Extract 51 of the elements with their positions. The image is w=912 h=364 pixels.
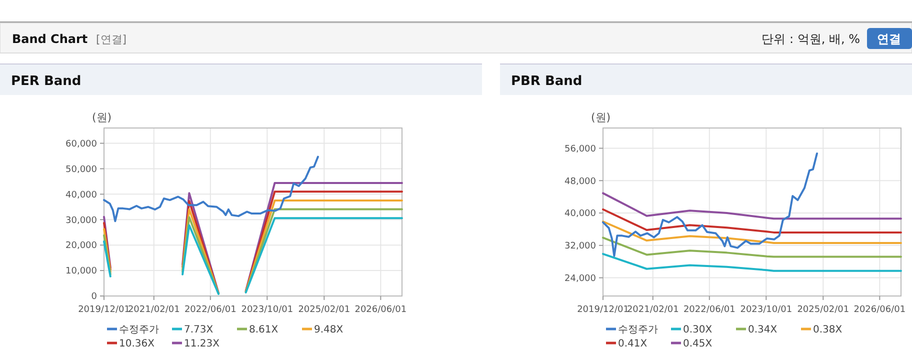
x-tick-label: 2025/02/01 [298,305,350,315]
legend-label: 0.45X [683,338,712,350]
x-tick-label: 2023/10/01 [740,305,792,315]
y-tick-label: 40,000 [66,190,98,200]
y-tick-label: 50,000 [66,164,98,175]
line-series [602,192,902,220]
y-tick-label: 24,000 [564,274,596,284]
y-tick-label: 60,000 [66,139,98,150]
y-tick-label: 40,000 [564,209,596,220]
x-tick-label: 2025/02/01 [797,305,850,315]
text: 단위 : 억원, 배, % [762,32,860,46]
chart-title: PER Band [11,74,82,89]
x-tick-label: 2019/12/01 [577,305,629,315]
y-tick-label: 10,000 [66,266,98,277]
x-tick-label: 2022/06/01 [184,305,236,315]
x-tick-label: 2026/06/01 [854,305,906,315]
text: [연결] [96,33,127,46]
x-tick-label: 2021/02/01 [128,305,180,315]
legend-label: 8.61X [249,324,278,336]
x-tick-label: 2019/12/01 [78,305,130,315]
legend-label: 11.23X [184,338,220,350]
legend-label: 10.36X [119,338,155,350]
y-tick-label: 20,000 [66,241,98,252]
line-series [602,252,902,272]
line-series [602,152,818,257]
line-series [103,156,319,222]
text: Band Chart [12,32,88,46]
legend-label: 수정주가 [119,324,159,336]
legend-label: 7.73X [184,324,214,336]
y-tick-label: 32,000 [564,242,596,252]
text: 연결 [877,32,901,46]
line-series [602,220,902,244]
chart-title: PBR Band [511,74,582,89]
y-tick-label: 48,000 [564,176,596,187]
y-axis-title: (원) [92,111,112,124]
x-tick-label: 2021/02/01 [626,305,679,315]
line-series [602,208,902,234]
legend-label: 0.34X [748,324,778,336]
x-tick-label: 2026/06/01 [354,305,407,315]
y-tick-label: 56,000 [564,144,596,154]
y-axis-title: (원) [591,111,611,124]
legend-label: 9.48X [314,324,344,336]
legend-label: 0.38X [813,324,842,336]
legend-label: 0.41X [618,338,648,350]
line-series [602,236,902,258]
y-tick-label: 30,000 [66,216,98,226]
legend-label: 수정주가 [618,324,658,336]
legend-label: 0.30X [683,324,712,336]
x-tick-label: 2022/06/01 [683,305,736,315]
y-tick-label: 0 [91,292,98,302]
x-tick-label: 2023/10/01 [241,305,294,315]
